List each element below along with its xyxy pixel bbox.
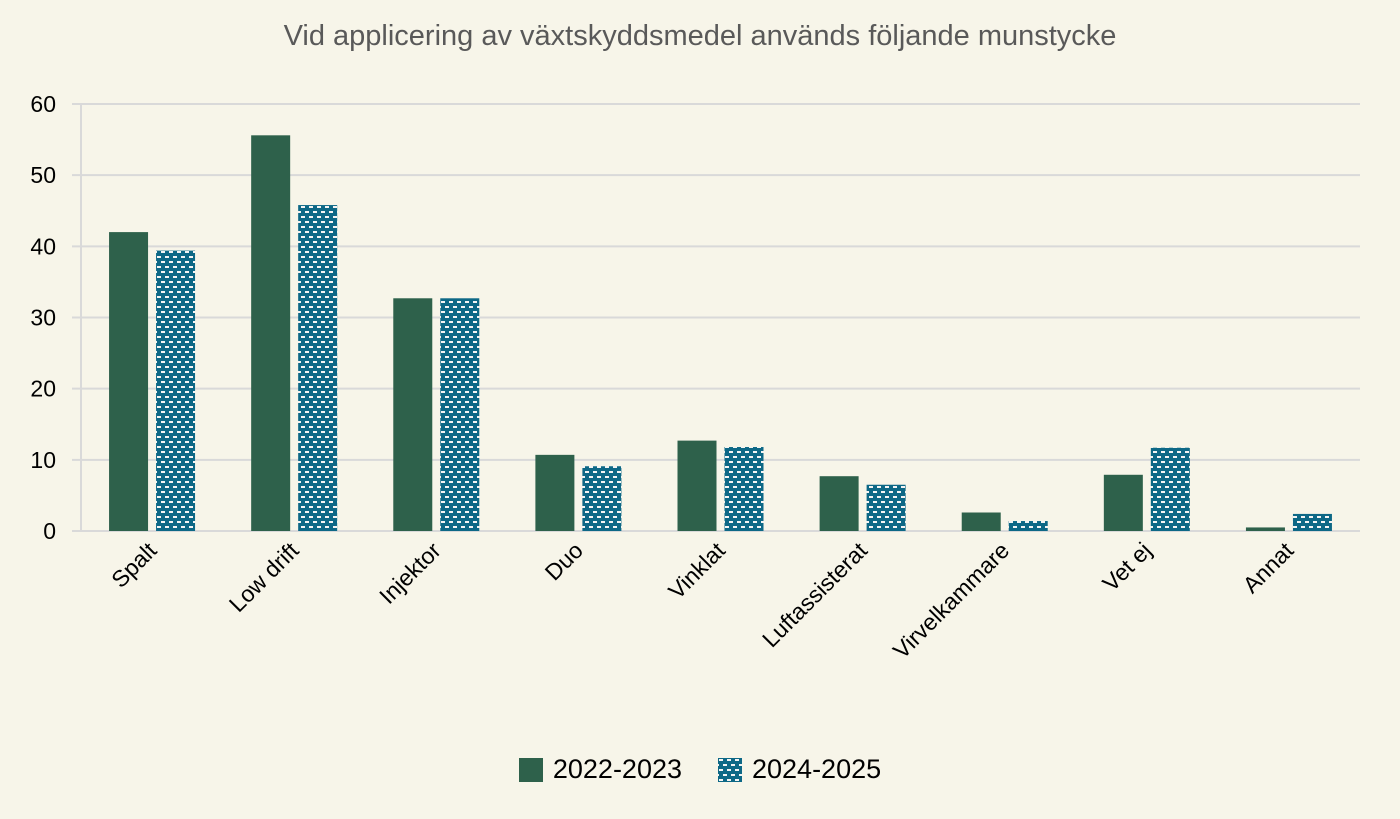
bar-series-b — [724, 447, 764, 531]
x-tick-label: Virvelkammare — [888, 537, 1015, 664]
bars — [109, 135, 1332, 531]
bar-series-a — [251, 135, 291, 531]
bar-series-a — [1103, 474, 1143, 531]
legend-swatch-solid-icon — [518, 757, 543, 782]
x-tick-label: Vinklat — [663, 537, 730, 604]
bar-series-a — [961, 512, 1001, 531]
chart-title: Vid applicering av växtskyddsmedel använ… — [283, 20, 1117, 52]
x-tick-label: Low drift — [224, 537, 304, 617]
bar-series-a — [677, 440, 717, 531]
bar-series-b — [866, 484, 906, 531]
x-tick-label: Injektor — [374, 537, 446, 609]
legend-label-series-a: 2022-2023 — [552, 754, 682, 784]
legend-item-series-a: 2022-2023 — [518, 754, 682, 785]
legend-swatch-pattern-icon — [718, 757, 742, 782]
bar-series-b — [1008, 521, 1048, 531]
bar-series-b — [1150, 447, 1190, 531]
y-tick-label: 10 — [30, 447, 56, 473]
legend: 2022-2023 2024-2025 — [0, 754, 1400, 785]
bar-series-a — [393, 298, 433, 531]
x-tick-label: Annat — [1238, 537, 1299, 598]
bar-series-a — [535, 454, 575, 531]
legend-item-series-b: 2024-2025 — [718, 754, 881, 785]
bar-series-a — [1245, 527, 1285, 531]
bar-chart: 0 10 20 30 40 50 60 Spalt Low drift Injektor Duo V… — [30, 91, 1360, 664]
x-tick-label: Luftassisterat — [757, 537, 873, 653]
y-tick-label: 30 — [30, 305, 56, 331]
y-tick-label: 0 — [43, 518, 56, 544]
y-tick-label: 50 — [30, 162, 56, 188]
y-tick-label: 20 — [30, 376, 56, 402]
x-tick-label: Spalt — [106, 537, 162, 593]
bar-series-a — [109, 232, 149, 531]
y-axis: 0 10 20 30 40 50 60 — [30, 91, 82, 544]
bar-series-a — [819, 476, 859, 531]
y-tick-label: 60 — [30, 91, 56, 117]
bar-series-b — [582, 466, 622, 531]
y-tick-label: 40 — [30, 233, 56, 259]
x-tick-label: Duo — [540, 537, 588, 585]
bar-series-b — [440, 298, 480, 531]
x-tick-label: Vet ej — [1097, 537, 1156, 596]
bar-series-b — [156, 250, 196, 531]
bar-series-b — [298, 205, 338, 531]
x-axis: Spalt Low drift Injektor Duo Vinklat Luftassi… — [106, 537, 1299, 664]
bar-series-b — [1292, 513, 1332, 531]
legend-label-series-b: 2024-2025 — [752, 754, 882, 784]
